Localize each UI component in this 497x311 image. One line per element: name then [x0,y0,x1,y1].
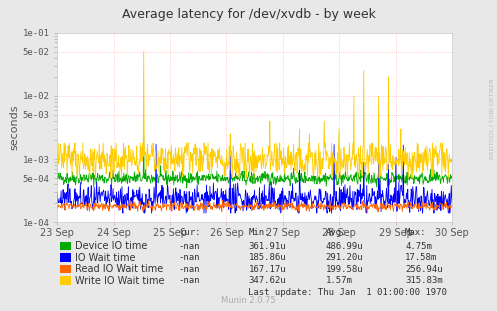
Text: 199.58u: 199.58u [326,265,363,273]
Text: Read IO Wait time: Read IO Wait time [75,264,163,274]
Text: 486.99u: 486.99u [326,242,363,250]
Text: Write IO Wait time: Write IO Wait time [75,276,164,285]
Text: 17.58m: 17.58m [405,253,437,262]
Text: 4.75m: 4.75m [405,242,432,250]
Text: -nan: -nan [179,265,200,273]
Text: 347.62u: 347.62u [248,276,286,285]
Text: 185.86u: 185.86u [248,253,286,262]
Text: Last update: Thu Jan  1 01:00:00 1970: Last update: Thu Jan 1 01:00:00 1970 [248,288,447,297]
Text: IO Wait time: IO Wait time [75,253,135,262]
Text: 256.94u: 256.94u [405,265,443,273]
Text: 315.83m: 315.83m [405,276,443,285]
Text: -nan: -nan [179,253,200,262]
Text: Avg:: Avg: [326,228,347,237]
Text: -nan: -nan [179,276,200,285]
Text: RRDTOOL / TOBI OETIKER: RRDTOOL / TOBI OETIKER [490,78,495,159]
Text: Max:: Max: [405,228,426,237]
Text: Munin 2.0.75: Munin 2.0.75 [221,296,276,305]
Text: 291.20u: 291.20u [326,253,363,262]
Text: 361.91u: 361.91u [248,242,286,250]
Text: Min:: Min: [248,228,270,237]
Text: Device IO time: Device IO time [75,241,147,251]
Y-axis label: seconds: seconds [10,105,20,150]
Text: Cur:: Cur: [179,228,200,237]
Text: -nan: -nan [179,242,200,250]
Text: 1.57m: 1.57m [326,276,352,285]
Text: 167.17u: 167.17u [248,265,286,273]
Text: Average latency for /dev/xvdb - by week: Average latency for /dev/xvdb - by week [122,8,375,21]
